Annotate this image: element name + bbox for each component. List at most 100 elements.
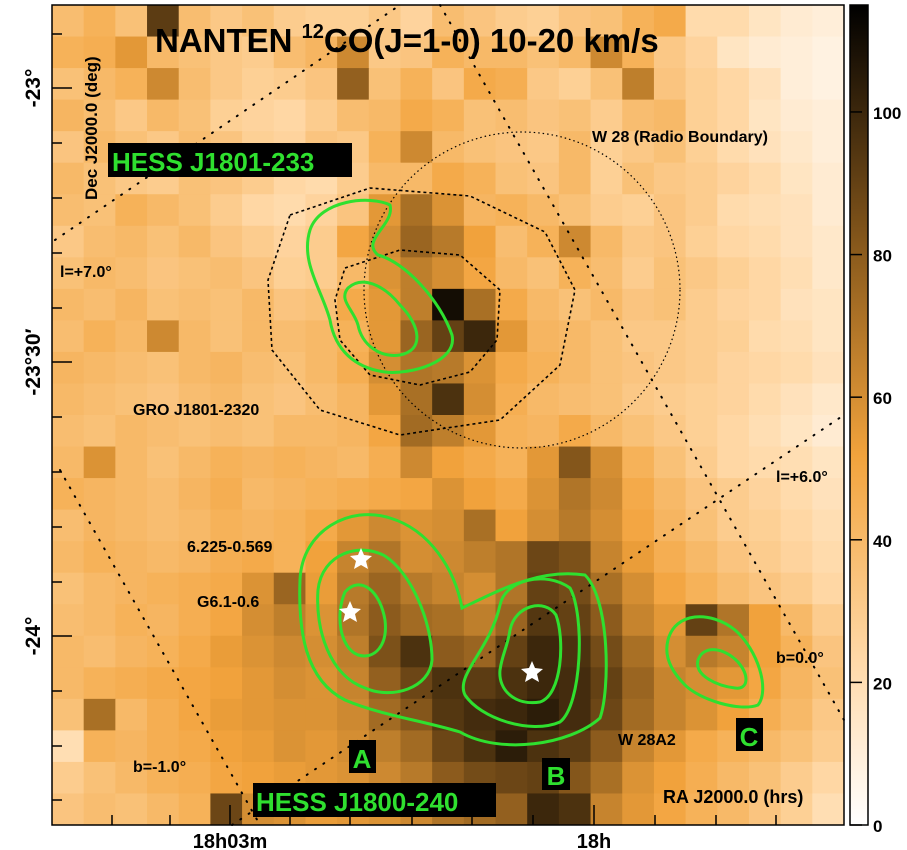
heatmap-cell (527, 36, 560, 69)
heatmap-cell (52, 5, 85, 38)
heatmap-cell (748, 131, 782, 164)
heatmap-cell (210, 541, 243, 574)
gro-error-contour-inner (334, 249, 501, 386)
heatmap-cell (242, 478, 275, 511)
heatmap-cell (685, 131, 718, 164)
heatmap-cell (717, 351, 750, 385)
heatmap-cell (147, 698, 180, 731)
heatmap-cell (178, 604, 211, 637)
heatmap-cell (622, 604, 655, 637)
heatmap-cell (337, 478, 370, 511)
x-tick-label: 18h (577, 831, 611, 850)
heatmap-cell (495, 446, 528, 479)
hess-north-contour-outer (305, 198, 454, 374)
heatmap-cell (590, 698, 623, 731)
heatmap-cell (590, 162, 623, 195)
heatmap-cell (527, 288, 560, 321)
colorbar-tick-label: 0 (873, 817, 882, 836)
heatmap-cell (622, 572, 655, 605)
heatmap-cell (242, 99, 275, 132)
heatmap-cell (273, 5, 307, 38)
heatmap-cell (178, 478, 211, 511)
heatmap-cell (115, 698, 148, 731)
heatmap-cell (527, 257, 560, 290)
heatmap-cell (400, 68, 433, 101)
heatmap-cell (558, 446, 592, 479)
heatmap-cell (558, 478, 592, 511)
heatmap-cell (717, 131, 750, 164)
heatmap-cell (558, 225, 592, 258)
heatmap-cell (147, 194, 180, 227)
heatmap-cell (590, 761, 623, 795)
heatmap-cell (273, 383, 307, 416)
heatmap-cell (495, 478, 528, 511)
heatmap-cell (400, 383, 433, 416)
y-axis-label: Dec J2000.0 (deg) (82, 56, 101, 200)
heatmap-cell (495, 761, 528, 795)
heatmap-cell (115, 257, 148, 290)
heatmap-cell (717, 320, 750, 353)
heatmap-cell (527, 351, 560, 385)
heatmap-cell (558, 415, 592, 448)
heatmap-cell (527, 131, 560, 164)
heatmap-cell (273, 36, 307, 69)
hess-north-label: HESS J1801-233 (112, 147, 314, 177)
heatmap-cell (590, 351, 623, 385)
heatmap-cell (812, 730, 844, 763)
heatmap-cell (780, 131, 813, 164)
heatmap-cell (495, 351, 528, 385)
heatmap-cell (812, 698, 844, 731)
heatmap-cell (147, 446, 180, 479)
heatmap-cell (115, 351, 148, 385)
heatmap-cell (748, 541, 782, 574)
heatmap-cell (273, 194, 307, 227)
heatmap-cell (242, 541, 275, 574)
heatmap-cell (780, 509, 813, 542)
heatmap-cell (622, 415, 655, 448)
heatmap-cell (653, 225, 687, 258)
heatmap-cell (210, 257, 243, 290)
heatmap-cell (463, 383, 497, 416)
heatmap-cell (748, 288, 782, 321)
heatmap-cell (400, 162, 433, 195)
heatmap-cell (52, 698, 85, 731)
heatmap-cell (147, 99, 180, 132)
heatmap-cell (717, 604, 750, 637)
heatmap-cell (622, 194, 655, 227)
heatmap-cell (590, 288, 623, 321)
heatmap-cell (495, 793, 528, 825)
heatmap-cell (780, 730, 813, 763)
heatmap-cell (717, 99, 750, 132)
gro-error-contour-outer (267, 187, 576, 436)
heatmap-cell (780, 793, 813, 825)
x-tick-label: 18h03m (193, 831, 268, 850)
heatmap-cell (463, 415, 497, 448)
heatmap-cell (812, 351, 844, 385)
heatmap-cell (590, 415, 623, 448)
heatmap-cell (495, 383, 528, 416)
heatmap-cell (178, 351, 211, 385)
heatmap-cell (780, 478, 813, 511)
heatmap-cell (178, 194, 211, 227)
heatmap-cell (780, 68, 813, 101)
heatmap-cell (653, 761, 687, 795)
heatmap-cell (685, 162, 718, 195)
heatmap-cell (210, 320, 243, 353)
heatmap-cell (400, 698, 433, 731)
heatmap-cell (83, 36, 116, 69)
heatmap-cell (147, 793, 180, 825)
heatmap-cell (748, 162, 782, 195)
heatmap-cell (685, 572, 718, 605)
heatmap-cell (83, 635, 116, 668)
y-tick-label: -24° (22, 617, 45, 656)
heatmap-cell (685, 257, 718, 290)
heatmap-cell (210, 225, 243, 258)
heatmap-cell (432, 383, 465, 416)
y-tick-label: -23° (22, 69, 45, 108)
y-tick-label: -23°30′ (22, 328, 45, 395)
heatmap-cell (622, 257, 655, 290)
heatmap-cell (83, 415, 116, 448)
heatmap-cell (748, 415, 782, 448)
heatmap-cell (178, 415, 211, 448)
w28-label: W 28 (Radio Boundary) (592, 129, 768, 146)
